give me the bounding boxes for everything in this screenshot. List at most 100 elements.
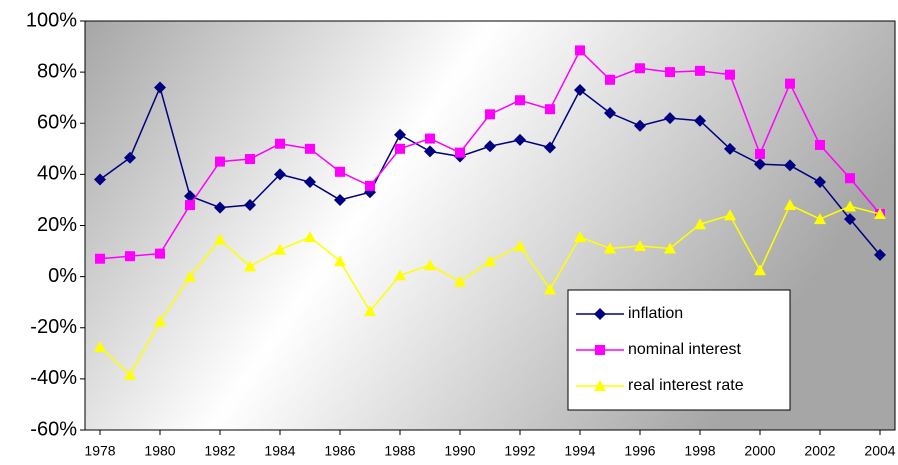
marker <box>395 143 405 154</box>
x-tick-label: 1990 <box>444 443 475 459</box>
marker <box>694 218 706 230</box>
marker <box>844 213 856 226</box>
x-tick-label: 1992 <box>504 443 535 459</box>
marker <box>695 65 705 76</box>
legend-marker <box>594 308 606 320</box>
marker <box>215 156 225 167</box>
marker <box>304 231 316 243</box>
marker <box>815 139 825 150</box>
marker <box>334 255 346 267</box>
marker <box>484 255 496 267</box>
marker <box>455 147 465 158</box>
marker <box>334 193 346 206</box>
y-tick-label: -40% <box>30 367 77 389</box>
marker <box>125 251 135 262</box>
marker <box>184 190 196 203</box>
marker <box>724 142 736 155</box>
marker <box>185 200 195 211</box>
legend-marker <box>594 380 606 391</box>
x-tick-label: 1994 <box>564 443 595 459</box>
marker <box>785 78 795 89</box>
x-tick-label: 1982 <box>204 443 235 459</box>
marker <box>124 369 136 381</box>
x-tick-label: 2004 <box>864 443 895 459</box>
x-tick-label: 1998 <box>684 443 715 459</box>
marker <box>454 275 466 287</box>
marker <box>394 269 406 281</box>
marker <box>544 283 556 295</box>
marker <box>304 176 316 189</box>
marker <box>514 133 526 146</box>
marker <box>575 45 585 56</box>
marker <box>274 243 286 255</box>
marker <box>154 315 166 327</box>
marker <box>245 154 255 165</box>
marker <box>725 69 735 80</box>
y-tick-label: -60% <box>30 418 77 440</box>
marker <box>664 112 676 125</box>
marker <box>754 158 766 171</box>
marker <box>604 107 616 120</box>
marker <box>364 305 376 317</box>
x-tick-label: 1978 <box>84 443 115 459</box>
y-tick-label: 20% <box>37 214 77 236</box>
marker <box>514 239 526 251</box>
marker <box>124 151 136 164</box>
marker <box>664 242 676 254</box>
marker <box>154 81 166 94</box>
marker <box>784 199 796 211</box>
marker <box>515 95 525 106</box>
marker <box>394 128 406 141</box>
marker <box>755 148 765 159</box>
marker <box>214 201 226 214</box>
marker <box>305 143 315 154</box>
marker <box>95 253 105 264</box>
legend-label: inflation <box>628 305 683 322</box>
marker <box>184 270 196 282</box>
marker <box>424 259 436 271</box>
marker <box>544 141 556 154</box>
marker <box>605 74 615 85</box>
marker <box>155 248 165 259</box>
x-tick-label: 1984 <box>264 443 295 459</box>
marker <box>724 209 736 221</box>
y-tick-label: 80% <box>37 60 77 82</box>
marker <box>425 133 435 144</box>
marker <box>574 231 586 243</box>
y-tick-label: 100% <box>26 9 77 31</box>
marker <box>814 213 826 225</box>
y-tick-label: -20% <box>30 316 77 338</box>
marker <box>94 340 106 352</box>
marker <box>424 145 436 158</box>
marker <box>545 104 555 115</box>
marker <box>484 140 496 153</box>
legend-marker <box>595 345 605 355</box>
marker <box>275 138 285 149</box>
marker <box>874 207 886 219</box>
x-tick-label: 1980 <box>144 443 175 459</box>
legend-label: nominal interest <box>628 341 742 358</box>
marker <box>845 173 855 184</box>
marker <box>694 114 706 127</box>
marker <box>574 84 586 97</box>
marker <box>874 248 886 261</box>
x-tick-label: 2002 <box>804 443 835 459</box>
y-tick-label: 0% <box>48 265 77 287</box>
marker <box>635 63 645 74</box>
x-tick-label: 1988 <box>384 443 415 459</box>
legend-label: real interest rate <box>628 377 744 394</box>
marker <box>844 200 856 212</box>
marker <box>94 173 106 186</box>
marker <box>244 199 256 212</box>
y-tick-label: 60% <box>37 112 77 134</box>
marker <box>634 119 646 132</box>
marker <box>665 67 675 78</box>
marker <box>784 159 796 172</box>
marker <box>754 264 766 276</box>
marker <box>485 109 495 120</box>
marker <box>604 242 616 254</box>
marker <box>814 176 826 189</box>
x-tick-label: 1986 <box>324 443 355 459</box>
y-tick-label: 40% <box>37 163 77 185</box>
